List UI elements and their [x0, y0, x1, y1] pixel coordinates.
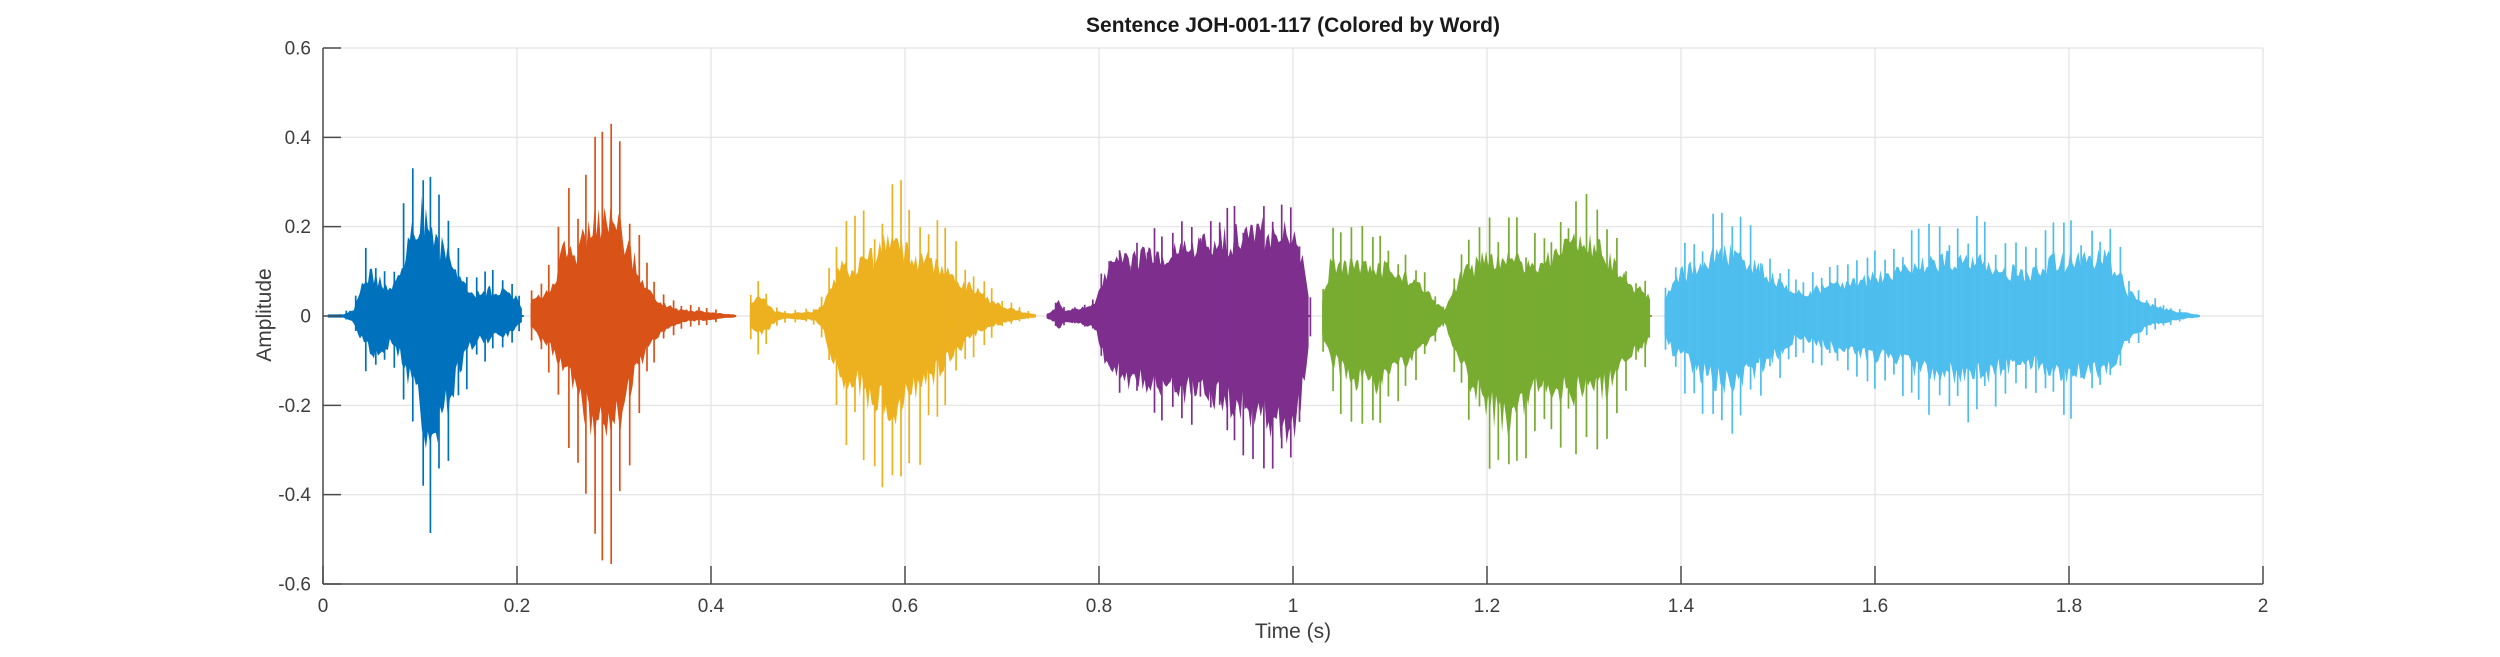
y-tick-label: -0.4	[278, 485, 311, 506]
waveform-word-4	[1054, 204, 1312, 469]
y-axis-label: Amplitude	[253, 268, 276, 362]
x-tick-label: 0.6	[892, 596, 918, 617]
x-tick-label: 0.4	[698, 596, 725, 617]
x-tick-label: 2	[2258, 596, 2269, 617]
y-tick-label: 0.2	[285, 217, 311, 238]
x-tick-label: 0.8	[1086, 596, 1112, 617]
waveform-core-5	[1322, 232, 1651, 438]
waveform-word-1	[345, 168, 520, 533]
x-tick-label: 1.4	[1668, 596, 1695, 617]
waveform-word-5	[1322, 194, 1647, 469]
waveform-word-3	[749, 180, 1030, 488]
x-tick-label: 0	[318, 596, 329, 617]
waveform-word-6	[1664, 212, 2181, 434]
y-tick-label: -0.6	[278, 575, 311, 596]
x-tick-label: 1.2	[1474, 596, 1500, 617]
x-tick-label: 1.8	[2056, 596, 2082, 617]
x-axis-label: Time (s)	[1254, 620, 1332, 643]
chart-title: Sentence JOH-001-117 (Colored by Word)	[1086, 14, 1500, 37]
y-tick-label: 0.6	[285, 39, 311, 60]
x-tick-label: 1	[1288, 596, 1299, 617]
waveform-word-2	[530, 123, 717, 564]
y-tick-label: -0.2	[278, 396, 311, 417]
waveform-core-2	[530, 205, 735, 440]
waveform-core-1	[327, 195, 522, 449]
y-tick-label: 0	[300, 307, 311, 328]
waveform-core-4	[1046, 216, 1309, 444]
y-tick-label: 0.4	[285, 128, 312, 149]
x-tick-label: 1.6	[1862, 596, 1888, 617]
x-tick-label: 0.2	[504, 596, 530, 617]
waveform-core-6	[1664, 243, 2199, 394]
